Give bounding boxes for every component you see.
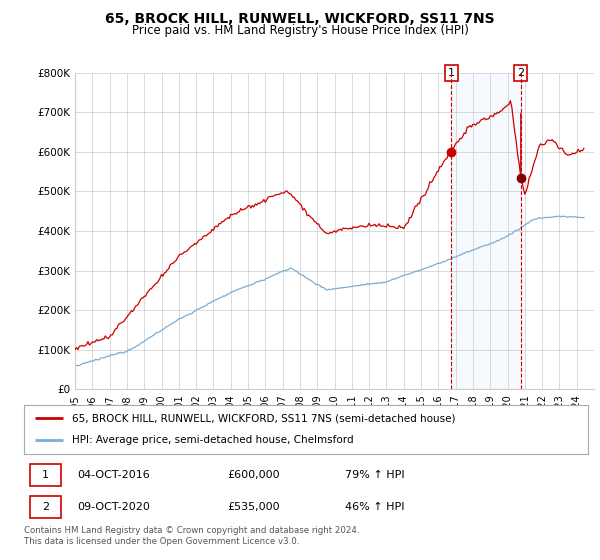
Text: 2: 2: [517, 68, 524, 78]
Text: 1: 1: [42, 470, 49, 480]
Text: £535,000: £535,000: [227, 502, 280, 512]
Text: 09-OCT-2020: 09-OCT-2020: [77, 502, 151, 512]
Bar: [451, 73, 521, 389]
Text: 46% ↑ HPI: 46% ↑ HPI: [346, 502, 405, 512]
Text: HPI: Average price, semi-detached house, Chelmsford: HPI: Average price, semi-detached house,…: [72, 436, 353, 445]
Text: 1: 1: [448, 68, 455, 78]
FancyBboxPatch shape: [29, 496, 61, 518]
Text: 65, BROCK HILL, RUNWELL, WICKFORD, SS11 7NS (semi-detached house): 65, BROCK HILL, RUNWELL, WICKFORD, SS11 …: [72, 413, 455, 423]
FancyBboxPatch shape: [29, 464, 61, 486]
Text: Price paid vs. HM Land Registry's House Price Index (HPI): Price paid vs. HM Land Registry's House …: [131, 24, 469, 36]
Text: 04-OCT-2016: 04-OCT-2016: [77, 470, 151, 480]
Text: Contains HM Land Registry data © Crown copyright and database right 2024.
This d: Contains HM Land Registry data © Crown c…: [24, 526, 359, 546]
Text: 79% ↑ HPI: 79% ↑ HPI: [346, 470, 405, 480]
Text: 65, BROCK HILL, RUNWELL, WICKFORD, SS11 7NS: 65, BROCK HILL, RUNWELL, WICKFORD, SS11 …: [105, 12, 495, 26]
Text: 2: 2: [42, 502, 49, 512]
Text: £600,000: £600,000: [227, 470, 280, 480]
